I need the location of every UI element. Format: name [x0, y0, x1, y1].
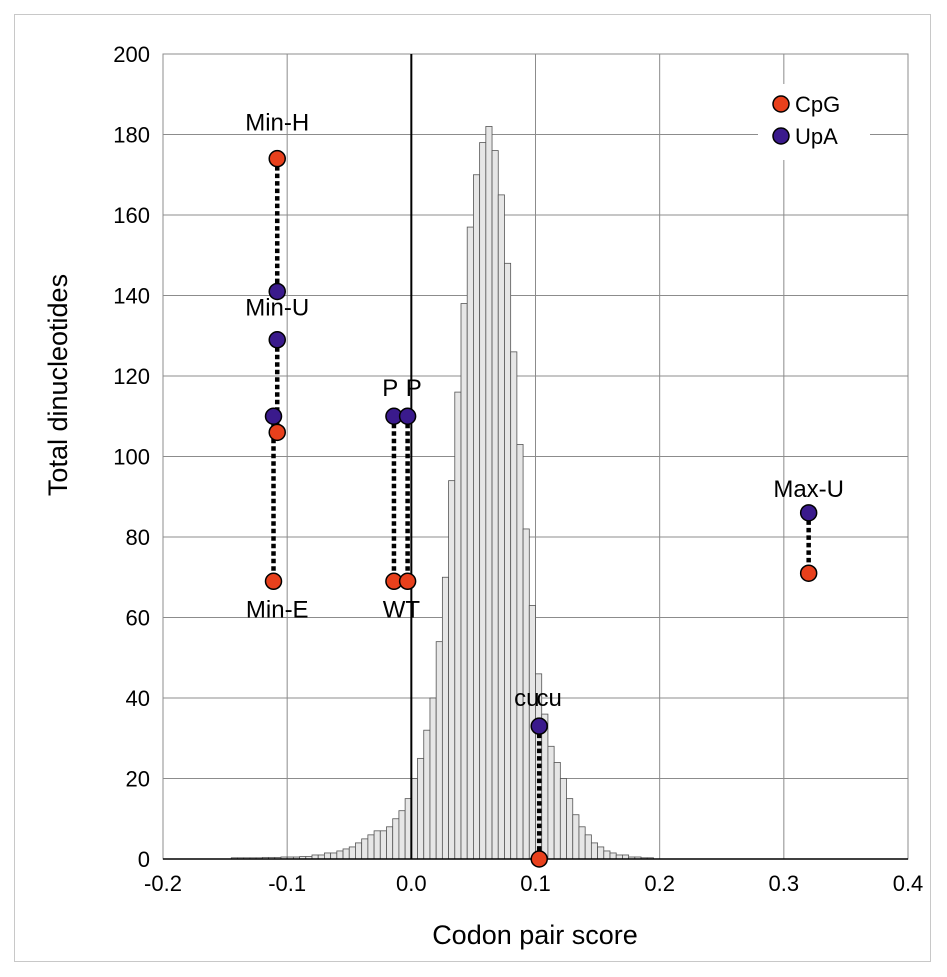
legend-label-upa: UpA — [795, 124, 838, 149]
x-tick-label: 0.3 — [769, 871, 800, 896]
histogram-bar — [430, 698, 436, 859]
histogram-bar — [504, 263, 510, 859]
y-tick-label: 20 — [126, 767, 150, 792]
x-tick-label: 0.1 — [520, 871, 551, 896]
histogram-bar — [492, 151, 498, 859]
histogram-bar — [368, 835, 374, 859]
histogram-bar — [374, 831, 380, 859]
annotation-label: Max-U — [773, 476, 844, 503]
legend-label-cpg: CpG — [795, 92, 840, 117]
data-point-upa — [269, 332, 285, 348]
histogram-bar — [610, 853, 616, 859]
data-point-upa — [269, 283, 285, 299]
y-axis-title: Total dinucleotides — [43, 274, 73, 496]
legend-marker-upa — [773, 128, 789, 144]
y-tick-label: 100 — [113, 445, 150, 470]
legend-marker-cpg — [773, 96, 789, 112]
histogram-bar — [591, 843, 597, 859]
y-tick-label: 40 — [126, 686, 150, 711]
histogram-bar — [449, 481, 455, 859]
data-point-upa — [400, 408, 416, 424]
y-tick-label: 140 — [113, 284, 150, 309]
data-point-upa — [531, 718, 547, 734]
histogram-bar — [418, 758, 424, 859]
histogram-bar — [424, 730, 430, 859]
histogram-bar — [324, 853, 330, 859]
annotation-label: Min-E — [246, 597, 309, 624]
data-point-cpg — [400, 573, 416, 589]
data-point-cpg — [266, 573, 282, 589]
histogram-bar — [337, 851, 343, 859]
data-point-upa — [801, 505, 817, 521]
y-tick-label: 180 — [113, 123, 150, 148]
annotation-label: Min-H — [245, 109, 309, 136]
x-tick-label: 0.2 — [644, 871, 675, 896]
data-point-upa — [266, 408, 282, 424]
x-axis-title: Codon pair score — [432, 920, 638, 950]
histogram-bar — [473, 175, 479, 859]
histogram-bar — [442, 577, 448, 859]
histogram-bar — [585, 835, 591, 859]
y-tick-label: 60 — [126, 606, 150, 631]
histogram-bar — [331, 853, 337, 859]
data-point-cpg — [269, 151, 285, 167]
x-tick-label: 0.4 — [893, 871, 924, 896]
x-tick-label: -0.1 — [268, 871, 306, 896]
histogram-bar — [355, 843, 361, 859]
histogram-bar — [399, 811, 405, 859]
annotation-label: P — [382, 375, 398, 402]
histogram-bar — [560, 779, 566, 860]
histogram-bar — [573, 815, 579, 859]
x-tick-label: -0.2 — [144, 871, 182, 896]
annotation-label: cu — [536, 685, 561, 712]
data-point-cpg — [531, 851, 547, 867]
y-tick-label: 160 — [113, 203, 150, 228]
histogram-bar — [554, 762, 560, 859]
histogram — [231, 126, 653, 859]
histogram-bar — [548, 746, 554, 859]
y-tick-label: 80 — [126, 525, 150, 550]
y-tick-label: 0 — [138, 847, 150, 872]
histogram-bar — [436, 642, 442, 859]
histogram-bar — [517, 444, 523, 859]
histogram-bar — [349, 847, 355, 859]
histogram-bar — [511, 352, 517, 859]
histogram-bar — [387, 827, 393, 859]
histogram-bar — [598, 847, 604, 859]
histogram-bar — [380, 831, 386, 859]
histogram-bar — [498, 195, 504, 859]
y-tick-label: 120 — [113, 364, 150, 389]
histogram-bar — [542, 714, 548, 859]
annotation-label: WT — [383, 597, 421, 624]
histogram-bar — [461, 304, 467, 859]
histogram-bar — [362, 839, 368, 859]
histogram-bar — [604, 851, 610, 859]
y-tick-label: 200 — [113, 42, 150, 67]
histogram-bar — [455, 392, 461, 859]
histogram-bar — [467, 227, 473, 859]
histogram-bar — [343, 849, 349, 859]
histogram-bar — [480, 143, 486, 859]
legend: CpG UpA — [758, 84, 870, 160]
histogram-bar — [567, 799, 573, 859]
annotation-label: P — [406, 375, 422, 402]
x-tick-label: 0.0 — [396, 871, 427, 896]
histogram-bar — [393, 819, 399, 859]
histogram-bar — [579, 827, 585, 859]
data-point-cpg — [801, 565, 817, 581]
data-point-cpg — [269, 424, 285, 440]
histogram-bar — [486, 126, 492, 859]
